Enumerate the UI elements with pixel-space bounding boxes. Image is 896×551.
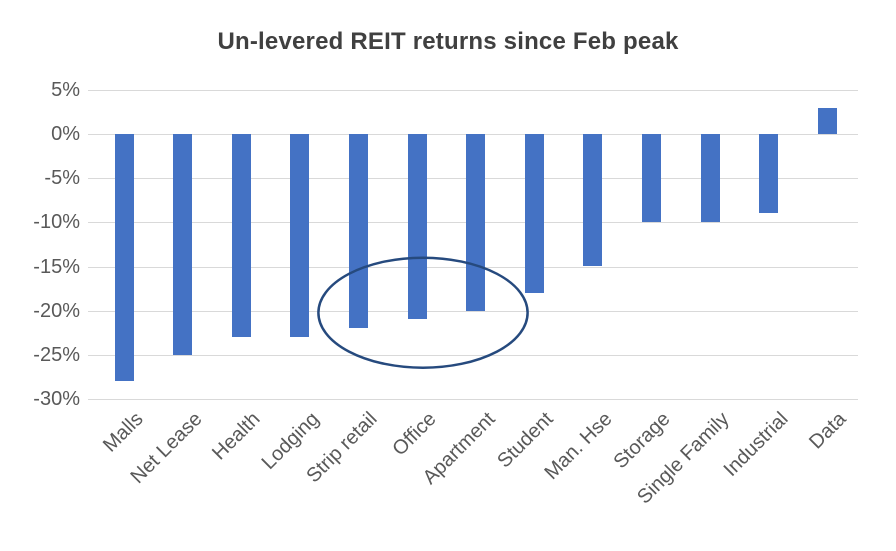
bar-lodging — [290, 134, 309, 337]
x-axis-label: Data — [805, 408, 851, 454]
y-axis-tick-label: -25% — [33, 344, 80, 366]
bar-student — [525, 134, 544, 293]
y-axis-tick-label: 5% — [51, 79, 80, 101]
bar-office — [408, 134, 427, 319]
bar-single-family — [701, 134, 720, 222]
bar-apartment — [466, 134, 485, 311]
x-axis-label: Health — [208, 408, 265, 465]
y-axis-tick-label: -5% — [44, 167, 80, 189]
chart-title: Un-levered REIT returns since Feb peak — [217, 28, 679, 55]
bar-storage — [642, 134, 661, 222]
bar-data — [818, 108, 837, 134]
bar-net-lease — [173, 134, 192, 355]
bar-man-hse — [583, 134, 602, 266]
x-axis-label: Industrial — [719, 408, 793, 481]
x-axis-label: Malls — [98, 408, 148, 457]
y-axis-tick-label: -20% — [33, 300, 80, 322]
y-axis-tick-label: -30% — [33, 388, 80, 410]
x-axis-label: Office — [388, 408, 441, 461]
bar-industrial — [759, 134, 778, 213]
bar-health — [232, 134, 251, 337]
gridline — [88, 399, 858, 400]
bar-strip-retail — [349, 134, 368, 328]
y-axis-tick-label: 0% — [51, 123, 80, 145]
y-axis-tick-label: -10% — [33, 211, 80, 233]
gridline — [88, 311, 858, 312]
gridline — [88, 90, 858, 91]
bar-malls — [115, 134, 134, 381]
y-axis-tick-label: -15% — [33, 256, 80, 278]
gridline — [88, 355, 858, 356]
